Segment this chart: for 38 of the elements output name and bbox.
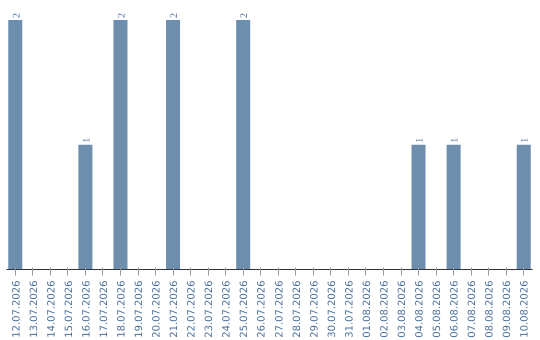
x-tick-label: 03.08.2026 [397, 280, 408, 338]
x-tick-label: 01.08.2026 [362, 280, 373, 338]
data-label: 2 [11, 12, 22, 18]
data-label: 2 [116, 12, 128, 18]
data-label: 2 [239, 12, 250, 18]
x-tick-label: 19.07.2026 [134, 280, 145, 338]
x-tick-label: 02.08.2026 [379, 280, 390, 338]
x-tick-label: 31.07.2026 [344, 280, 356, 338]
x-tick-label: 22.07.2026 [186, 280, 198, 338]
x-tick-label: 05.08.2026 [432, 280, 444, 338]
x-tick-label: 21.07.2026 [169, 280, 180, 338]
x-tick-label: 09.08.2026 [502, 280, 514, 338]
x-tick-label: 16.07.2026 [81, 280, 92, 338]
x-tick-label: 07.08.2026 [467, 280, 478, 338]
x-tick-label: 15.07.2026 [64, 280, 75, 338]
data-label: 1 [81, 138, 92, 143]
x-tick-label: 13.07.2026 [28, 280, 40, 338]
x-tick-label: 30.07.2026 [326, 280, 338, 338]
x-tick-label: 26.07.2026 [256, 280, 268, 338]
x-tick-label: 14.07.2026 [46, 280, 58, 338]
x-tick-label: 08.08.2026 [484, 280, 496, 338]
x-tick-label: 17.07.2026 [98, 280, 110, 338]
x-tick-label: 27.07.2026 [274, 280, 286, 338]
x-tick-label: 18.07.2026 [116, 280, 128, 338]
x-tick-label: 23.07.2026 [204, 280, 216, 338]
x-tick-label: 06.08.2026 [450, 280, 461, 338]
data-label: 1 [520, 138, 531, 143]
x-tick-label: 20.07.2026 [152, 280, 163, 338]
x-tick-label: 10.08.2026 [520, 280, 531, 338]
x-tick-label: 24.07.2026 [222, 280, 233, 338]
x-tick-label: 12.07.2026 [11, 280, 22, 338]
data-label: 1 [414, 138, 426, 143]
data-label: 2 [169, 12, 180, 18]
x-tick-label: 04.08.2026 [414, 280, 426, 338]
x-tick-label: 25.07.2026 [239, 280, 250, 338]
data-label: 1 [450, 138, 461, 143]
x-tick-label: 29.07.2026 [309, 280, 320, 338]
x-tick-label: 28.07.2026 [292, 280, 303, 338]
